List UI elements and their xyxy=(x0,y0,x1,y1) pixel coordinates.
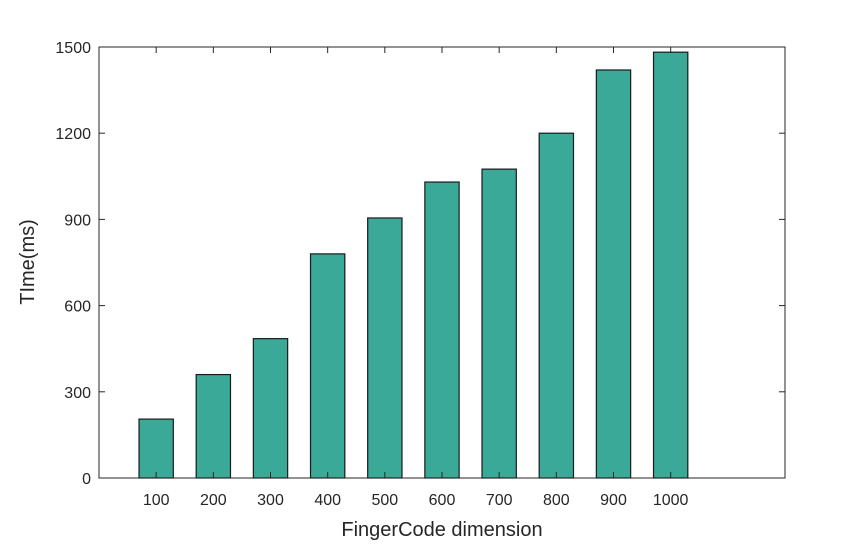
bar-900 xyxy=(595,69,632,479)
x-tick-label: 100 xyxy=(143,492,170,509)
bars-group xyxy=(138,51,689,479)
y-tick-label: 0 xyxy=(82,471,91,488)
plot-frame xyxy=(98,46,786,479)
x-tick-label: 600 xyxy=(429,492,456,509)
y-tick-label: 1500 xyxy=(55,40,91,57)
x-axis-title: FingerCode dimension xyxy=(341,519,542,541)
y-tick-label: 600 xyxy=(64,299,91,316)
bar-500 xyxy=(367,217,403,479)
y-axis-title: TIme(ms) xyxy=(17,219,39,305)
y-tick-label: 300 xyxy=(64,385,91,402)
bar-200 xyxy=(195,373,232,479)
bar-1000 xyxy=(652,51,689,479)
y-axis-ticks: 0 300 600 900 1200 1500 xyxy=(55,40,785,488)
x-axis-ticks: 100 200 300 400 500 600 700 800 900 1000 xyxy=(143,47,689,509)
x-tick-label: 1000 xyxy=(653,492,689,509)
bar-800 xyxy=(538,132,575,479)
y-tick-label: 1200 xyxy=(55,126,91,143)
x-tick-label: 800 xyxy=(543,492,570,509)
bar-300 xyxy=(252,338,289,479)
bar-400 xyxy=(309,253,346,479)
x-tick-label: 500 xyxy=(371,492,398,509)
x-tick-label: 700 xyxy=(486,492,513,509)
x-tick-label: 900 xyxy=(600,492,627,509)
x-tick-label: 400 xyxy=(314,492,341,509)
y-tick-label: 900 xyxy=(64,212,91,229)
bar-600 xyxy=(424,181,460,479)
x-tick-label: 200 xyxy=(200,492,227,509)
bar-700 xyxy=(481,168,517,479)
bar-100 xyxy=(138,418,174,479)
x-tick-label: 300 xyxy=(257,492,284,509)
